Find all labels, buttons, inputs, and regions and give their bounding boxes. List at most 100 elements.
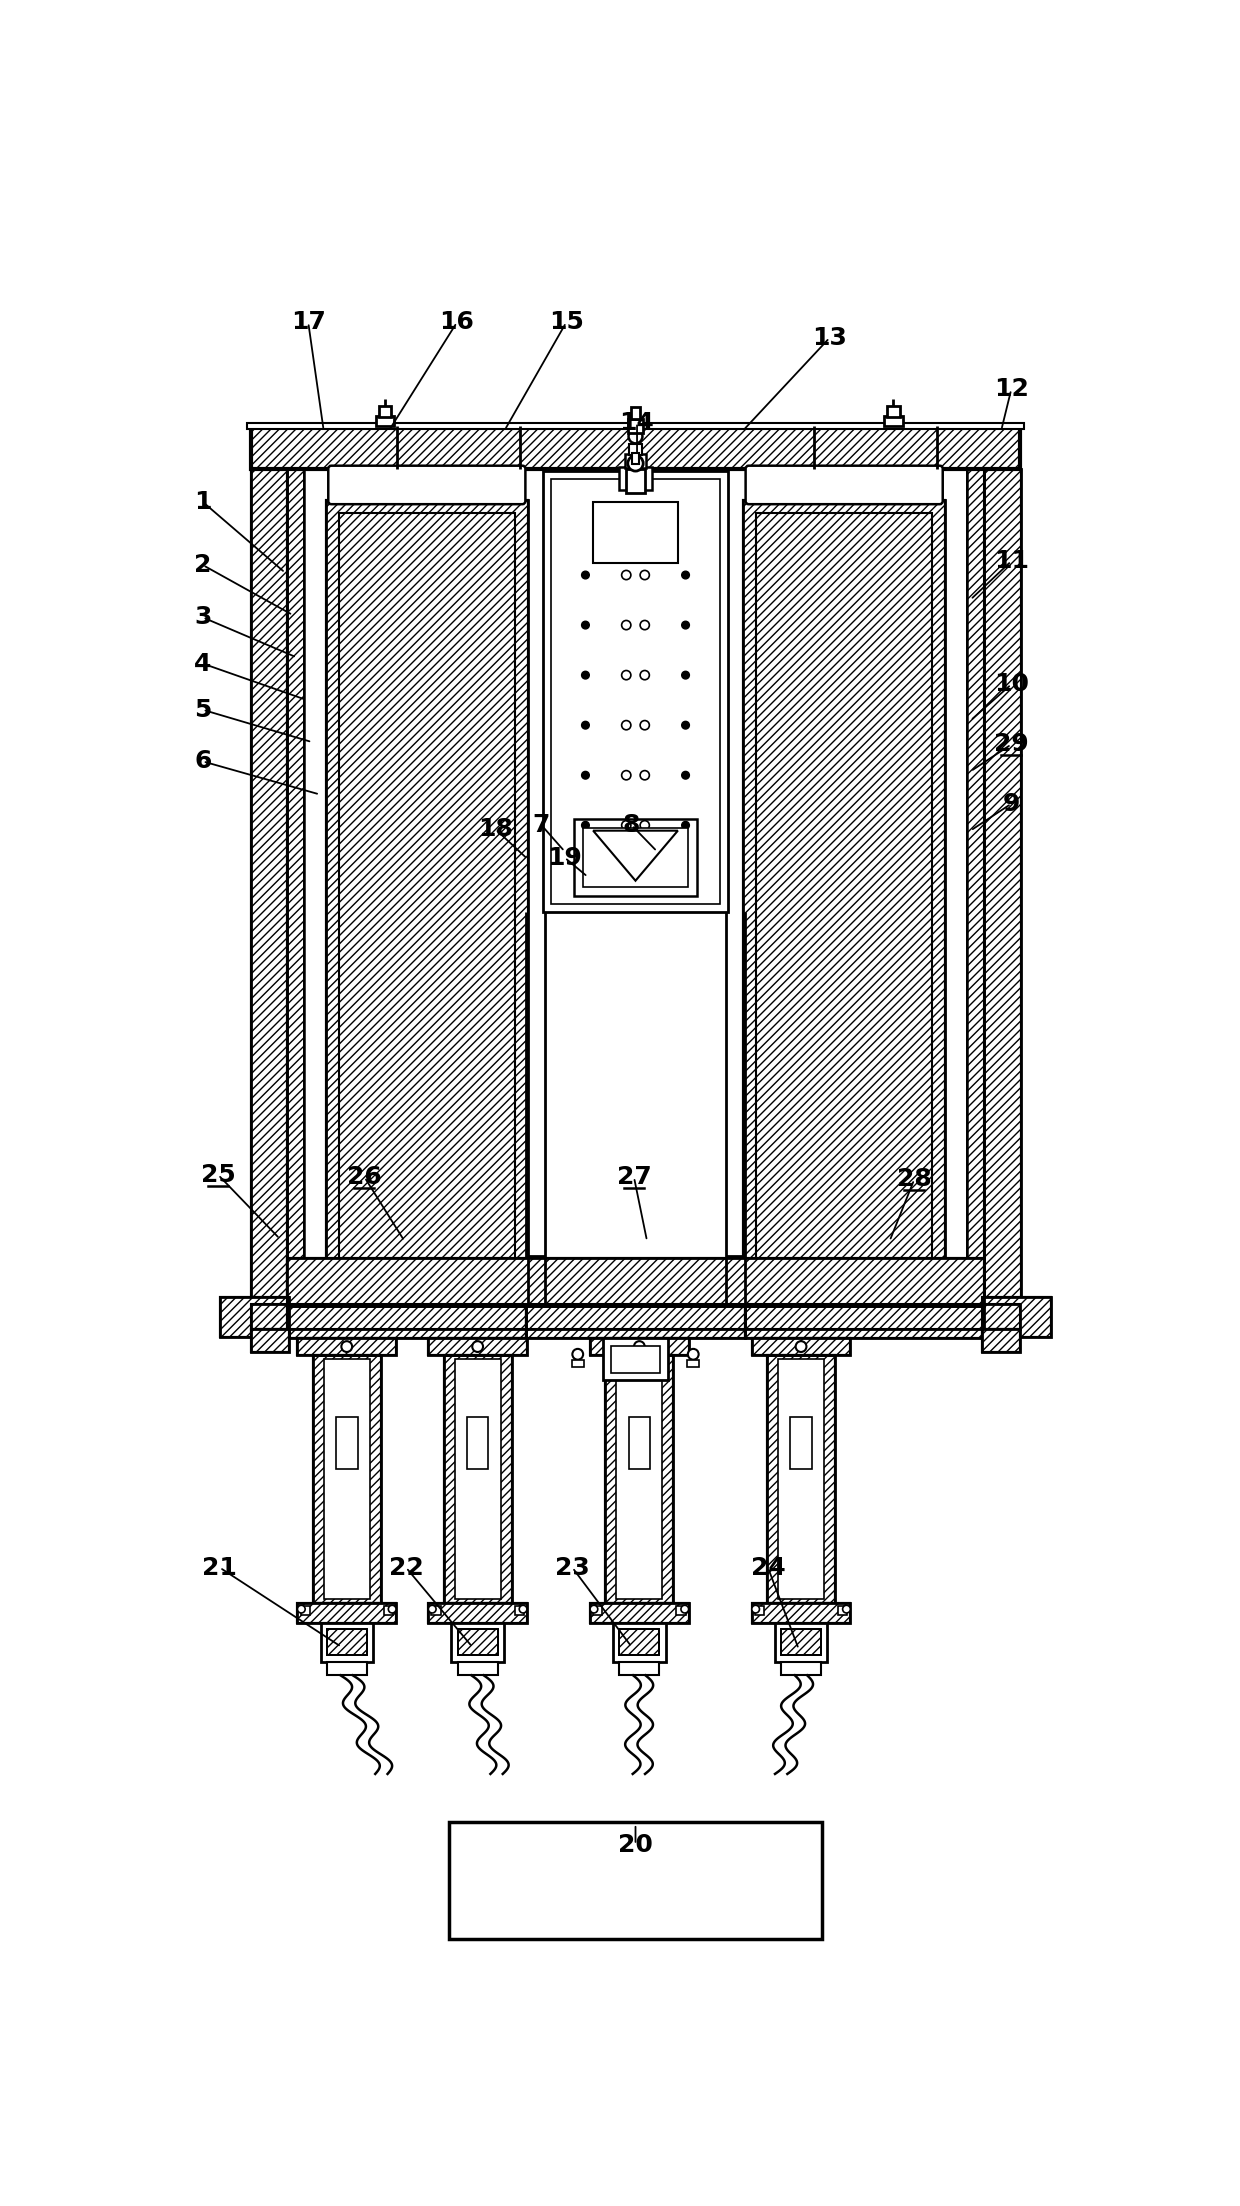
Bar xyxy=(781,1661,821,1674)
Bar xyxy=(743,499,945,1304)
Bar xyxy=(428,1604,527,1624)
Circle shape xyxy=(627,457,644,472)
Circle shape xyxy=(688,1348,698,1359)
Bar xyxy=(743,499,945,1304)
Text: 22: 22 xyxy=(388,1555,423,1579)
Text: 14: 14 xyxy=(620,410,655,435)
Bar xyxy=(288,1306,526,1339)
Circle shape xyxy=(634,1341,645,1352)
Bar xyxy=(526,1306,745,1339)
Circle shape xyxy=(640,671,650,679)
Circle shape xyxy=(582,671,589,679)
Bar xyxy=(593,503,678,563)
Text: 16: 16 xyxy=(439,311,474,335)
Bar xyxy=(376,415,394,426)
Bar xyxy=(982,1328,1021,1352)
Bar xyxy=(593,1606,603,1615)
Bar xyxy=(967,468,983,1330)
Text: 21: 21 xyxy=(202,1555,237,1579)
Circle shape xyxy=(629,430,642,443)
Bar xyxy=(605,1354,673,1604)
Bar xyxy=(326,499,528,1304)
Polygon shape xyxy=(593,832,678,880)
Bar xyxy=(616,1359,662,1599)
Circle shape xyxy=(582,571,589,578)
Bar xyxy=(619,1630,660,1654)
Bar xyxy=(298,1339,396,1354)
Bar xyxy=(298,1339,396,1354)
Bar xyxy=(572,1359,584,1368)
Bar xyxy=(983,468,1021,1330)
Bar xyxy=(777,1359,825,1599)
Circle shape xyxy=(640,821,650,829)
Circle shape xyxy=(428,1606,436,1613)
Circle shape xyxy=(472,1341,484,1352)
Circle shape xyxy=(520,1606,527,1613)
Bar xyxy=(339,512,515,1291)
Bar xyxy=(428,1604,527,1624)
Text: 23: 23 xyxy=(556,1555,590,1579)
Bar xyxy=(967,468,983,1330)
Bar xyxy=(590,1339,688,1354)
Text: 24: 24 xyxy=(750,1555,785,1579)
Bar xyxy=(626,468,645,494)
Text: 5: 5 xyxy=(195,697,212,721)
Circle shape xyxy=(621,671,631,679)
Bar xyxy=(250,1328,289,1352)
Bar xyxy=(755,1606,764,1615)
Bar xyxy=(458,1630,497,1654)
Bar xyxy=(756,512,932,1291)
Bar xyxy=(288,1306,526,1339)
Bar xyxy=(756,512,932,1291)
Text: 4: 4 xyxy=(195,651,212,675)
Circle shape xyxy=(582,721,589,728)
Bar xyxy=(590,1604,688,1624)
Bar xyxy=(619,1661,660,1674)
Bar xyxy=(687,1359,699,1368)
FancyBboxPatch shape xyxy=(329,465,526,505)
Bar xyxy=(312,1354,381,1604)
Bar xyxy=(743,499,945,1304)
Bar xyxy=(613,1624,666,1661)
Bar xyxy=(838,1606,847,1615)
Text: 9: 9 xyxy=(1003,792,1021,816)
Bar xyxy=(428,1339,527,1354)
Bar xyxy=(745,1306,983,1339)
Bar xyxy=(983,468,1021,1330)
Bar xyxy=(455,1359,501,1599)
Circle shape xyxy=(621,770,631,781)
Circle shape xyxy=(388,1606,396,1613)
Bar xyxy=(982,1297,1052,1337)
Bar xyxy=(288,468,304,1330)
Bar xyxy=(781,1630,821,1654)
Circle shape xyxy=(751,1606,759,1613)
Bar xyxy=(250,468,288,1330)
Bar xyxy=(768,1354,835,1604)
Text: 15: 15 xyxy=(549,311,584,335)
Bar xyxy=(781,1630,821,1654)
Bar xyxy=(298,1604,396,1624)
Circle shape xyxy=(843,1606,851,1613)
Bar xyxy=(790,1416,812,1469)
Bar xyxy=(288,1257,983,1306)
Bar xyxy=(250,426,1021,468)
Bar xyxy=(250,426,1021,468)
Circle shape xyxy=(640,770,650,781)
Bar xyxy=(250,1304,1021,1328)
Bar xyxy=(756,512,932,1291)
Circle shape xyxy=(621,721,631,730)
Bar xyxy=(888,406,899,417)
Bar xyxy=(428,1604,527,1624)
Bar xyxy=(967,468,983,1330)
Bar xyxy=(331,468,522,501)
Bar xyxy=(982,1297,1052,1337)
Text: 20: 20 xyxy=(618,1833,653,1857)
Bar xyxy=(775,1624,827,1661)
Bar xyxy=(590,1604,688,1624)
Circle shape xyxy=(640,721,650,730)
Bar xyxy=(250,1304,1021,1328)
Circle shape xyxy=(681,1606,688,1613)
Bar xyxy=(288,468,304,1330)
Bar xyxy=(250,1328,289,1352)
Bar xyxy=(336,1416,357,1469)
